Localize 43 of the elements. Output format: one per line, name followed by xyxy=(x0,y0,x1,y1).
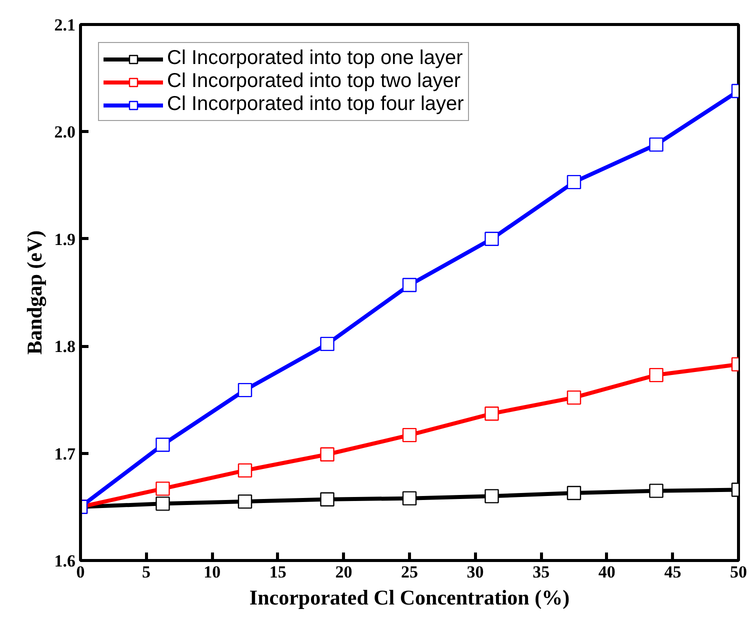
point xyxy=(320,447,334,462)
x-tick-label: 30 xyxy=(466,562,484,582)
x-tick-label: 10 xyxy=(204,562,221,582)
x-tick-label: 15 xyxy=(269,562,286,582)
point xyxy=(156,482,170,496)
x-tick-label: 20 xyxy=(335,562,352,582)
point xyxy=(484,406,499,421)
x-tick-label: 5 xyxy=(142,562,151,582)
point xyxy=(566,174,582,190)
y-axis-title: Bandgap (eV) xyxy=(22,230,46,355)
point xyxy=(238,382,252,398)
point xyxy=(402,491,417,506)
point xyxy=(649,137,664,152)
point xyxy=(320,492,334,506)
y-tick-label: 1.8 xyxy=(54,337,76,356)
x-tick-label: 45 xyxy=(664,562,682,582)
legend-label: Cl Incorporated into top one layer xyxy=(167,47,463,70)
x-tick-label: 50 xyxy=(730,562,747,582)
point xyxy=(484,232,499,246)
point xyxy=(238,494,252,509)
point xyxy=(402,428,417,442)
x-tick-label: 25 xyxy=(401,562,418,582)
y-tick-label: 2.1 xyxy=(54,16,76,34)
y-tick-label: 1.9 xyxy=(54,230,76,249)
point xyxy=(649,484,664,498)
point xyxy=(238,463,252,478)
x-axis-title: Incorporated Cl Concentration (%) xyxy=(249,586,570,610)
x-tick-label: 40 xyxy=(598,562,616,582)
point xyxy=(484,489,499,504)
point xyxy=(566,486,582,500)
point xyxy=(320,336,334,352)
y-tick-label: 1.7 xyxy=(54,444,76,464)
legend-label: Cl Incorporated into top four layer xyxy=(167,93,464,116)
x-tick-label: 0 xyxy=(76,562,85,582)
x-tick-label: 35 xyxy=(532,562,550,582)
point xyxy=(156,496,170,511)
point xyxy=(649,368,664,382)
y-tick-label: 1.6 xyxy=(54,552,76,570)
point xyxy=(566,390,582,405)
point xyxy=(402,278,417,292)
point xyxy=(156,438,170,452)
legend-label: Cl Incorporated into top two layer xyxy=(167,70,460,93)
y-tick-label: 2.0 xyxy=(54,122,76,142)
